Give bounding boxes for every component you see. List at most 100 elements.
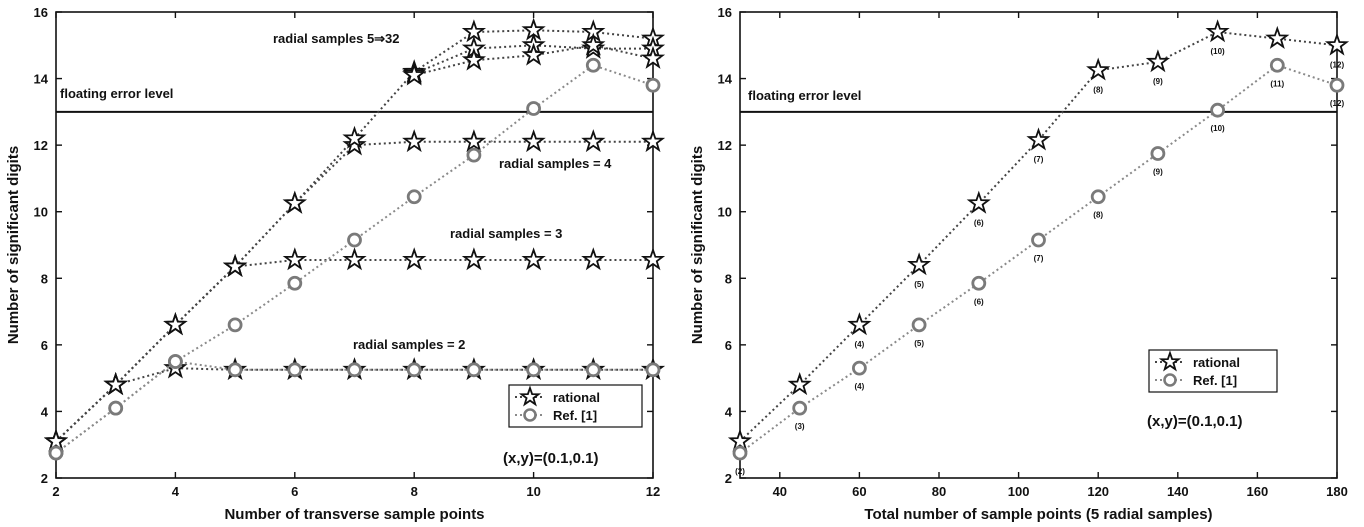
legend-label-rational: rational xyxy=(553,390,600,405)
rational-marker xyxy=(461,129,487,153)
rational-marker xyxy=(282,247,307,271)
point-label: (11) xyxy=(1270,79,1284,88)
ref1-marker xyxy=(287,362,303,378)
rational-marker xyxy=(342,247,367,271)
rational-marker xyxy=(847,312,872,336)
ref1-marker xyxy=(1150,146,1166,161)
rational-marker xyxy=(1145,49,1171,73)
ref1-marker xyxy=(1210,102,1225,118)
x-tick-label: 8 xyxy=(411,484,418,499)
ref1-marker xyxy=(645,362,661,378)
x-tick-label: 4 xyxy=(172,484,180,499)
ref1-marker xyxy=(466,147,482,163)
y-tick-label: 16 xyxy=(718,5,732,20)
y-tick-label: 16 xyxy=(34,5,48,20)
rational-marker xyxy=(461,47,487,71)
x-tick-label: 80 xyxy=(932,484,946,499)
point-label: (6) xyxy=(974,218,984,227)
annotation: (x,y)=(0.1,0.1) xyxy=(1147,413,1242,430)
ref1-marker xyxy=(852,360,867,376)
rational-marker xyxy=(342,125,367,149)
y-axis-label: Number of significant digits xyxy=(689,146,706,344)
point-label: (8) xyxy=(1093,85,1103,94)
legend: rational Ref. [1] xyxy=(1148,349,1278,393)
rational-marker xyxy=(43,428,69,452)
y-tick-label: 2 xyxy=(725,471,732,486)
point-label: (12) xyxy=(1330,60,1345,69)
ref1-marker xyxy=(585,362,601,378)
legend: rational Ref. [1] xyxy=(508,384,643,428)
legend-label-ref1: Ref. [1] xyxy=(1193,373,1237,388)
y-tick-label: 4 xyxy=(725,404,733,419)
point-label: (12) xyxy=(1330,99,1345,108)
ref1-marker xyxy=(526,101,541,116)
y-tick-label: 6 xyxy=(725,338,732,353)
point-label: (7) xyxy=(1034,155,1044,164)
y-axis-label: Number of significant digits xyxy=(5,146,22,344)
point-label: (8) xyxy=(1093,211,1103,220)
ref1-marker xyxy=(971,275,987,291)
legend-marker-ref1 xyxy=(1163,373,1177,387)
rational-marker xyxy=(521,129,546,153)
annotation: (x,y)=(0.1,0.1) xyxy=(503,450,598,467)
x-tick-label: 6 xyxy=(291,484,298,499)
annotation: radial samples 5⇒32 xyxy=(273,31,400,46)
legend-marker-ref1 xyxy=(523,408,537,422)
rational-marker xyxy=(1086,57,1111,81)
rational-marker xyxy=(1324,32,1350,56)
y-tick-label: 12 xyxy=(34,138,48,153)
rational-marker xyxy=(521,247,546,271)
point-label: (2) xyxy=(735,467,745,476)
chart-panel-1: 2 4 6 8 10 12 2 4 6 8 10 12 14 16 Number of transverse… xyxy=(5,5,666,523)
floating-error-label: floating error level xyxy=(748,88,861,103)
x-tick-label: 160 xyxy=(1247,484,1269,499)
point-label: (7) xyxy=(1034,254,1044,263)
x-tick-label: 12 xyxy=(646,484,660,499)
rational-marker xyxy=(640,45,666,69)
point-label: (10) xyxy=(1210,124,1225,133)
legend-marker-rational xyxy=(518,385,542,407)
rational-marker xyxy=(222,253,248,277)
x-tick-label: 120 xyxy=(1087,484,1109,499)
ref1-marker xyxy=(585,57,601,73)
x-axis-label: Number of transverse sample points xyxy=(224,506,484,523)
ref1-marker xyxy=(1269,57,1285,73)
rational-marker xyxy=(461,247,487,271)
y-tick-label: 8 xyxy=(725,271,732,286)
y-tick-label: 4 xyxy=(41,404,49,419)
ref1-marker xyxy=(1090,189,1106,205)
y-tick-label: 10 xyxy=(34,205,48,220)
rational-marker xyxy=(581,247,606,271)
chart-panel-2: 40 60 80 100 120 140 160 180 2 4 6 8 10 12 14 16 Total n… xyxy=(689,5,1350,523)
annotation: radial samples = 4 xyxy=(499,156,612,171)
y-tick-label: 14 xyxy=(34,72,49,87)
rational-marker xyxy=(402,62,427,86)
rational-marker xyxy=(581,32,606,56)
ref1-marker xyxy=(347,362,362,378)
ref1-marker xyxy=(645,77,661,93)
ref1-marker xyxy=(406,189,422,205)
rational-marker xyxy=(103,372,128,396)
point-label: (9) xyxy=(1153,167,1163,176)
rational-marker xyxy=(521,42,546,66)
x-tick-label: 2 xyxy=(52,484,59,499)
ref1-marker xyxy=(732,445,748,461)
legend-label-rational: rational xyxy=(1193,355,1240,370)
annotation: radial samples = 3 xyxy=(450,226,562,241)
y-tick-label: 10 xyxy=(718,205,732,220)
legend-marker-rational xyxy=(1158,350,1182,372)
ref1-marker xyxy=(1031,232,1046,248)
rational-marker xyxy=(581,129,606,153)
rational-marker xyxy=(727,428,753,452)
ref1-marker xyxy=(792,400,808,416)
y-tick-label: 2 xyxy=(41,471,48,486)
ref1-marker xyxy=(466,362,482,378)
rational-marker xyxy=(1026,127,1051,151)
x-tick-label: 140 xyxy=(1167,484,1189,499)
annotation: radial samples = 2 xyxy=(353,337,465,352)
x-tick-label: 40 xyxy=(773,484,787,499)
rational-marker xyxy=(402,129,427,153)
y-tick-label: 6 xyxy=(41,338,48,353)
rational-marker xyxy=(906,252,932,276)
